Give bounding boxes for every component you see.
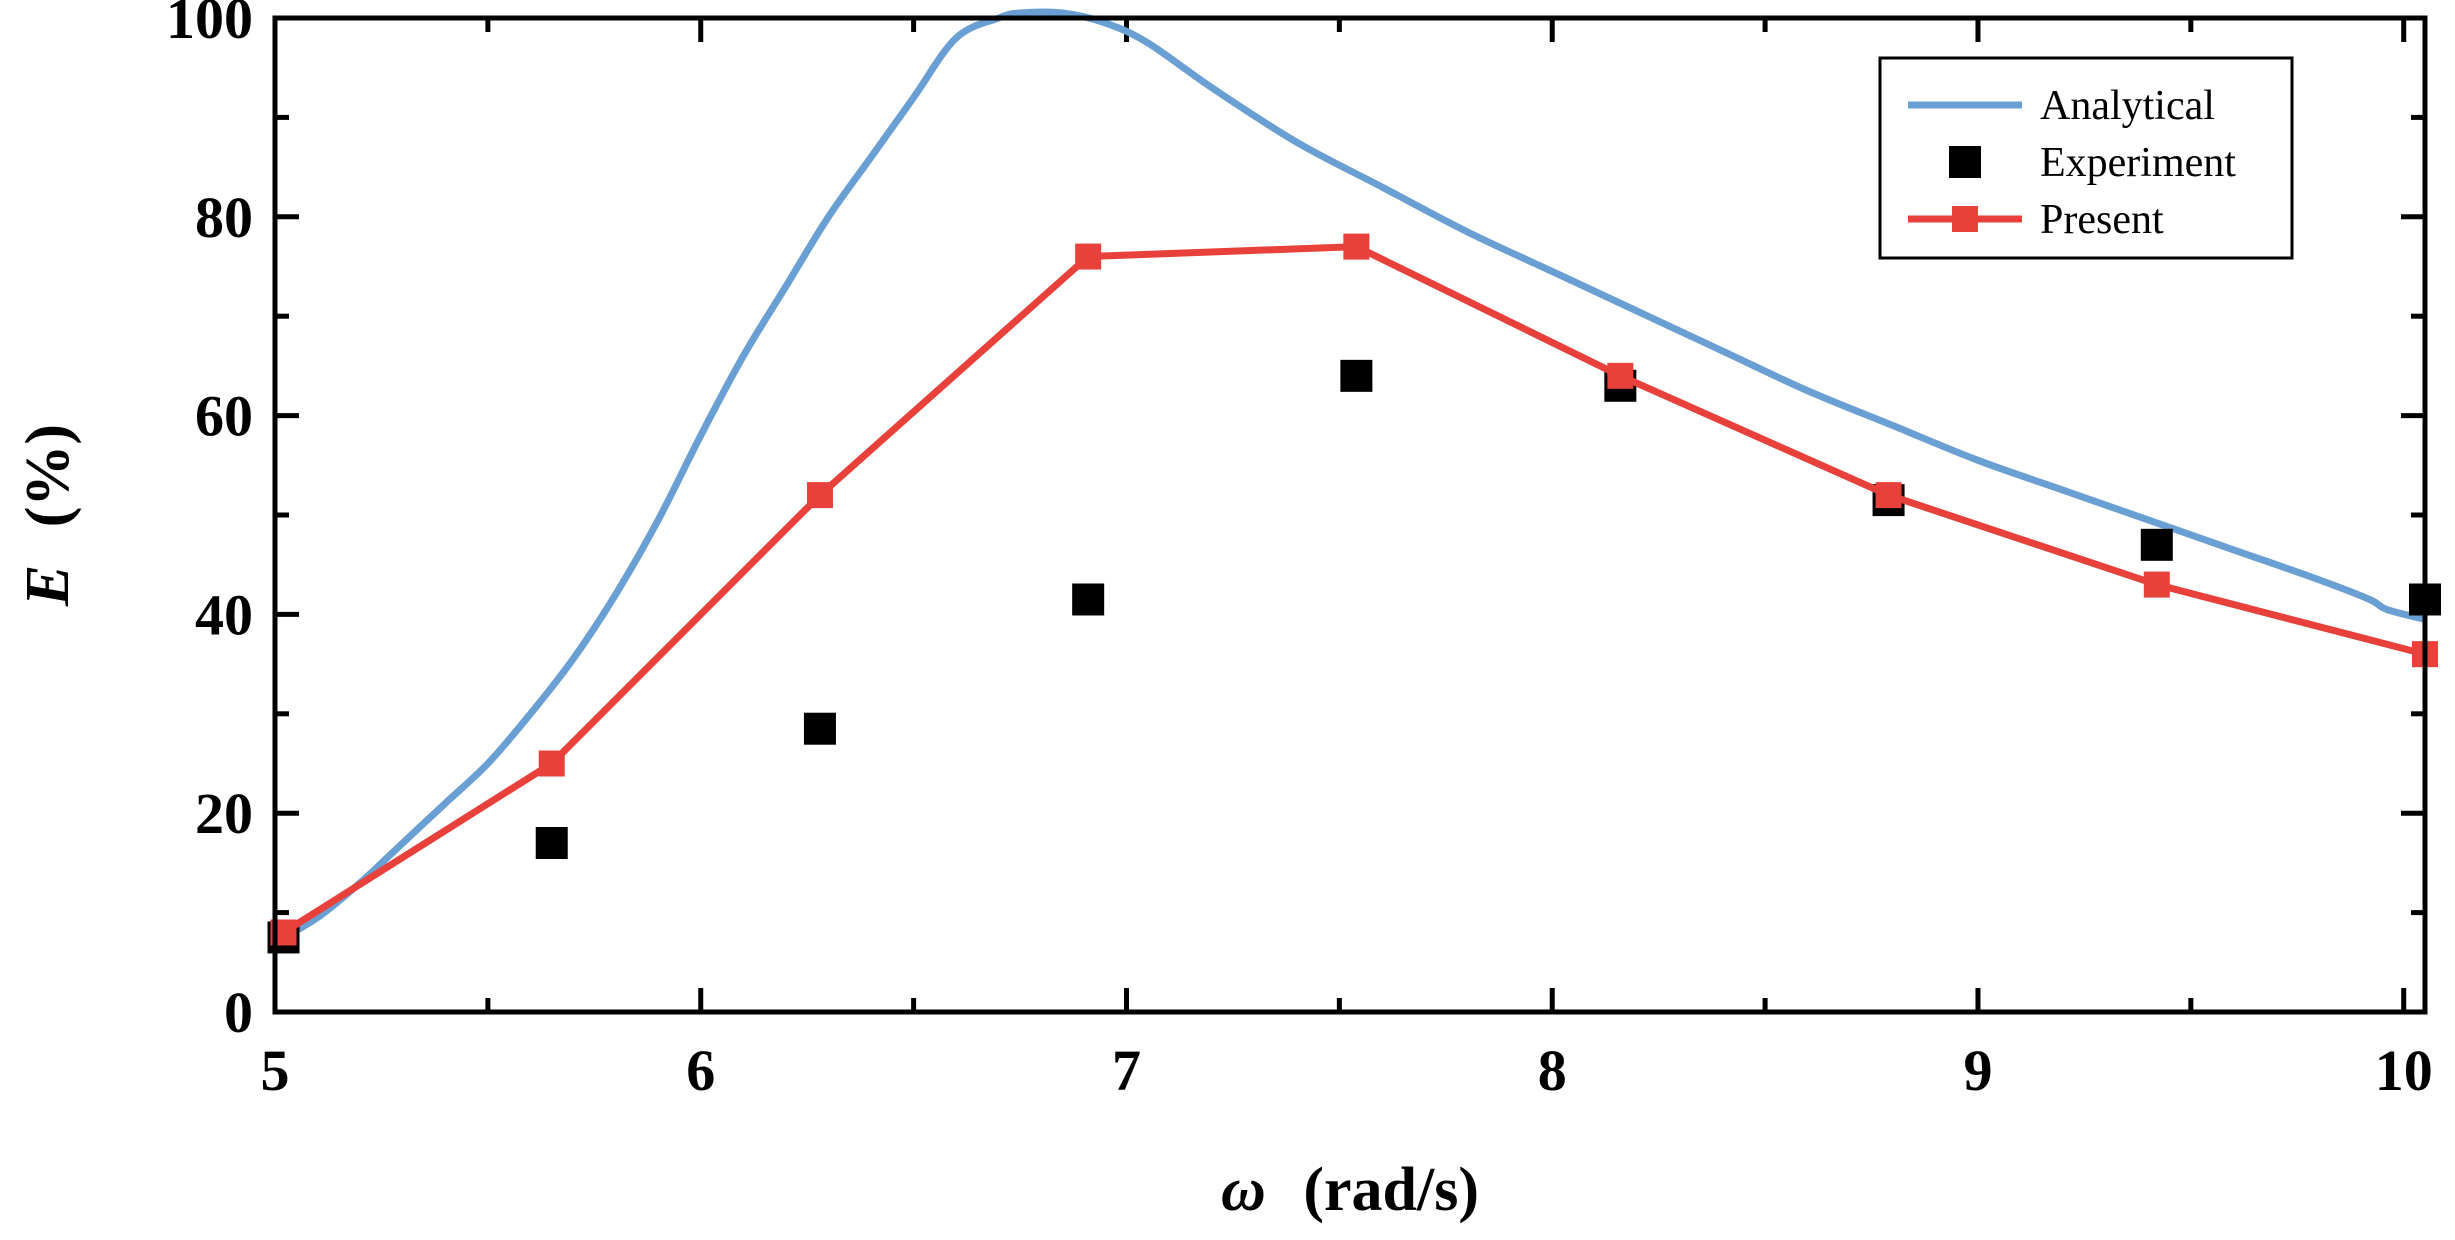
- present-line: [281, 243, 2426, 936]
- legend-label-present: Present: [2040, 197, 2164, 243]
- y-tick-label: 80: [195, 185, 253, 250]
- experiment-point: [2140, 528, 2173, 561]
- present-point: [1875, 482, 1902, 509]
- x-axis-title: ω (rad/s): [1221, 1156, 1479, 1224]
- experiment-point: [1340, 359, 1373, 392]
- y-axis-title: E (%): [14, 424, 82, 607]
- present-point: [1607, 362, 1634, 389]
- y-axis-symbol: E: [14, 565, 82, 607]
- x-tick-label: 6: [686, 1038, 715, 1103]
- y-tick-label: 40: [195, 582, 253, 647]
- legend-swatch-present-marker: [1952, 206, 1978, 232]
- present-point: [1075, 243, 1102, 270]
- legend-label-analytical: Analytical: [2040, 83, 2215, 129]
- y-tick-label: 100: [166, 0, 253, 51]
- present-point: [806, 482, 833, 509]
- plot-frame: [272, 15, 2428, 1015]
- experiment-point: [1072, 583, 1105, 616]
- y-tick-label: 0: [224, 980, 253, 1045]
- present-point: [2143, 571, 2170, 598]
- legend-swatch-experiment: [1949, 146, 1981, 178]
- legend-label-experiment: Experiment: [2040, 140, 2236, 186]
- legend: Analytical Experiment Present: [1878, 56, 2294, 260]
- legend-box: [1878, 56, 2294, 260]
- y-tick-label: 60: [195, 384, 253, 449]
- x-tick-label: 10: [2375, 1038, 2433, 1103]
- x-tick-label: 5: [261, 1038, 290, 1103]
- y-tick-label: 20: [195, 781, 253, 846]
- y-axis-unit: (%): [14, 424, 82, 527]
- x-axis-symbol: ω: [1221, 1156, 1266, 1224]
- x-tick-label: 8: [1538, 1038, 1567, 1103]
- x-tick-label: 7: [1112, 1038, 1141, 1103]
- experiment-point: [803, 712, 836, 745]
- present-point: [1343, 233, 1370, 260]
- present-point: [538, 750, 565, 777]
- experiment-point: [535, 827, 568, 860]
- x-axis-unit: (rad/s): [1303, 1156, 1479, 1224]
- x-tick-label: 9: [1963, 1038, 1992, 1103]
